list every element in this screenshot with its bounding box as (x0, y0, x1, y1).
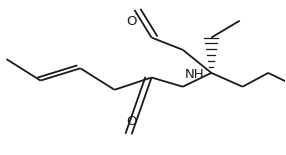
Text: O: O (126, 115, 137, 128)
Text: O: O (126, 15, 137, 28)
Text: NH: NH (184, 68, 204, 81)
